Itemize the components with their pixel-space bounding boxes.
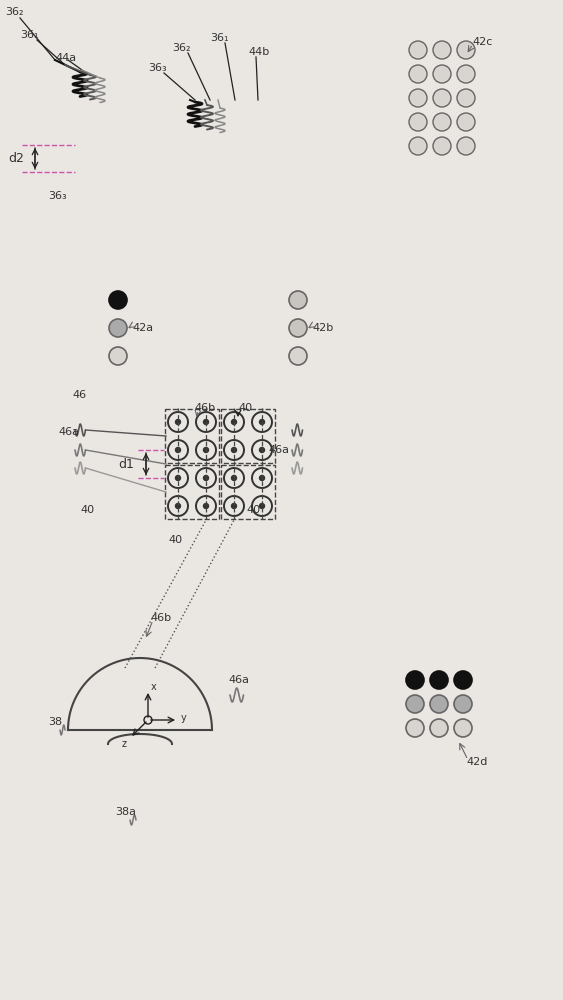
Text: 46: 46 (72, 390, 86, 400)
Circle shape (203, 448, 208, 452)
Text: 36₂: 36₂ (5, 7, 24, 17)
Circle shape (176, 504, 181, 508)
Text: 36₁: 36₁ (20, 30, 38, 40)
Circle shape (457, 89, 475, 107)
Circle shape (454, 671, 472, 689)
Circle shape (406, 719, 424, 737)
Text: 36₂: 36₂ (172, 43, 190, 53)
Bar (221, 465, 275, 519)
Circle shape (176, 448, 181, 452)
Text: 46b: 46b (194, 403, 215, 413)
Circle shape (409, 137, 427, 155)
Text: 42a: 42a (132, 323, 153, 333)
Text: 36₃: 36₃ (148, 63, 167, 73)
Text: 42b: 42b (312, 323, 333, 333)
Circle shape (176, 476, 181, 481)
Circle shape (454, 719, 472, 737)
Circle shape (289, 319, 307, 337)
Text: 42d: 42d (466, 757, 488, 767)
Text: 46b: 46b (150, 613, 171, 623)
Circle shape (433, 65, 451, 83)
Text: z: z (122, 739, 127, 749)
Text: d1: d1 (118, 458, 134, 471)
Circle shape (454, 695, 472, 713)
Circle shape (231, 448, 236, 452)
Circle shape (457, 65, 475, 83)
Circle shape (289, 347, 307, 365)
Circle shape (433, 137, 451, 155)
Circle shape (289, 291, 307, 309)
Text: 40: 40 (168, 535, 182, 545)
Bar (221, 409, 275, 463)
Text: 42c: 42c (472, 37, 493, 47)
Circle shape (430, 719, 448, 737)
Text: x: x (151, 682, 157, 692)
Text: 44a: 44a (55, 53, 76, 63)
Bar (165, 409, 219, 463)
Text: 38a: 38a (115, 807, 136, 817)
Circle shape (176, 420, 181, 424)
Circle shape (409, 41, 427, 59)
Text: 40: 40 (246, 505, 260, 515)
Circle shape (433, 89, 451, 107)
Circle shape (409, 65, 427, 83)
Circle shape (109, 347, 127, 365)
Bar (165, 465, 219, 519)
Text: 44b: 44b (248, 47, 269, 57)
Circle shape (203, 476, 208, 481)
Circle shape (231, 420, 236, 424)
Text: 46a: 46a (228, 675, 249, 685)
Text: 40: 40 (80, 505, 94, 515)
Circle shape (406, 671, 424, 689)
Circle shape (406, 695, 424, 713)
Circle shape (457, 137, 475, 155)
Circle shape (433, 41, 451, 59)
Circle shape (409, 113, 427, 131)
Text: 36₁: 36₁ (210, 33, 229, 43)
Circle shape (457, 113, 475, 131)
Circle shape (433, 113, 451, 131)
Circle shape (430, 695, 448, 713)
Circle shape (430, 671, 448, 689)
Circle shape (109, 291, 127, 309)
Text: 46a: 46a (268, 445, 289, 455)
Text: y: y (181, 713, 187, 723)
Circle shape (231, 504, 236, 508)
Text: 38: 38 (48, 717, 62, 727)
Text: 40: 40 (238, 403, 252, 413)
Circle shape (457, 41, 475, 59)
Circle shape (203, 504, 208, 508)
Text: 36₃: 36₃ (48, 191, 66, 201)
Circle shape (109, 319, 127, 337)
Circle shape (260, 504, 265, 508)
Text: 46a: 46a (58, 427, 79, 437)
Circle shape (203, 420, 208, 424)
Circle shape (260, 476, 265, 481)
Circle shape (231, 476, 236, 481)
Circle shape (260, 448, 265, 452)
Text: d2: d2 (8, 151, 24, 164)
Circle shape (260, 420, 265, 424)
Circle shape (409, 89, 427, 107)
